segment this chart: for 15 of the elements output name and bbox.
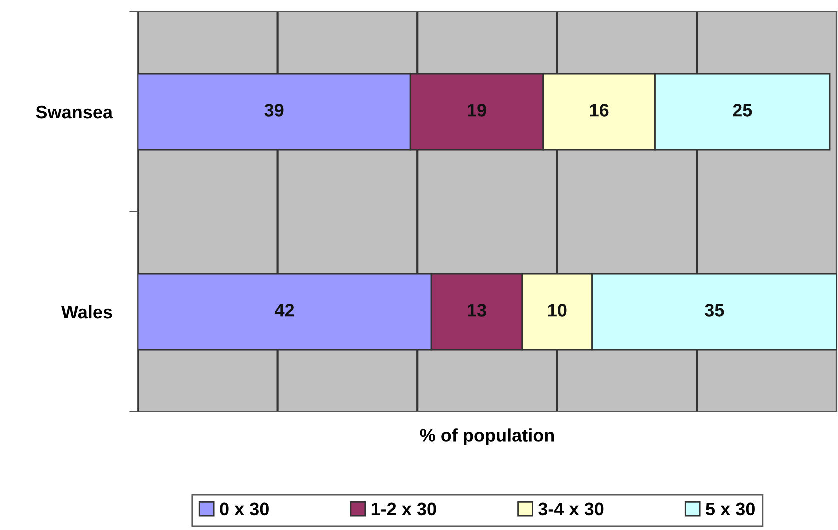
legend-label: 1-2 x 30: [372, 502, 436, 516]
data-label: 19: [468, 104, 486, 117]
data-label: 25: [733, 104, 752, 117]
x-axis-title: % of population: [420, 428, 554, 446]
data-label: 10: [548, 304, 567, 317]
legend-label: 5 x 30: [706, 502, 755, 516]
y-tick-label: Swansea: [36, 106, 114, 119]
data-label: 35: [705, 304, 724, 317]
legend-label: 0 x 30: [220, 502, 269, 516]
data-label: 13: [468, 304, 486, 317]
data-label: 16: [590, 104, 609, 117]
y-tick-label: Wales: [62, 305, 112, 319]
data-label: 39: [264, 104, 284, 117]
legend-label: 3-4 x 30: [538, 502, 604, 516]
data-label: 42: [275, 304, 294, 317]
